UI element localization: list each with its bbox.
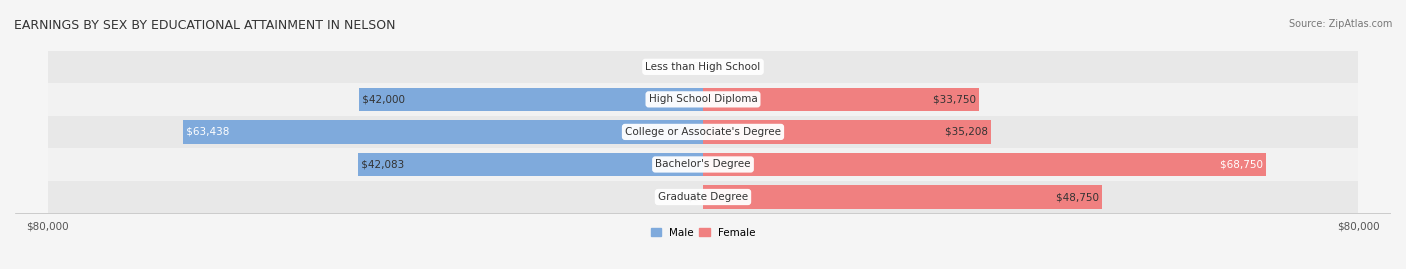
Text: Bachelor's Degree: Bachelor's Degree [655, 160, 751, 169]
Bar [703, 185, 1102, 209]
Bar [48, 51, 1358, 83]
Text: High School Diploma: High School Diploma [648, 94, 758, 104]
Text: $68,750: $68,750 [1220, 160, 1265, 169]
Text: $0: $0 [686, 192, 699, 202]
Bar [48, 181, 1358, 213]
Text: $0: $0 [686, 62, 699, 72]
Text: $42,083: $42,083 [359, 160, 405, 169]
Bar [703, 120, 991, 144]
Text: College or Associate's Degree: College or Associate's Degree [626, 127, 780, 137]
Bar [183, 120, 703, 144]
Text: Graduate Degree: Graduate Degree [658, 192, 748, 202]
Text: $48,750: $48,750 [1056, 192, 1102, 202]
Text: Source: ZipAtlas.com: Source: ZipAtlas.com [1288, 19, 1392, 29]
Text: $35,208: $35,208 [945, 127, 991, 137]
Bar [359, 153, 703, 176]
Bar [48, 116, 1358, 148]
Text: EARNINGS BY SEX BY EDUCATIONAL ATTAINMENT IN NELSON: EARNINGS BY SEX BY EDUCATIONAL ATTAINMEN… [14, 19, 395, 32]
Legend: Male, Female: Male, Female [647, 224, 759, 242]
Text: $63,438: $63,438 [183, 127, 229, 137]
Bar [703, 153, 1265, 176]
Text: $33,750: $33,750 [934, 94, 980, 104]
Bar [48, 83, 1358, 116]
Bar [703, 88, 980, 111]
Bar [359, 88, 703, 111]
Text: $0: $0 [707, 62, 720, 72]
Bar [48, 148, 1358, 181]
Text: $42,000: $42,000 [359, 94, 405, 104]
Text: Less than High School: Less than High School [645, 62, 761, 72]
